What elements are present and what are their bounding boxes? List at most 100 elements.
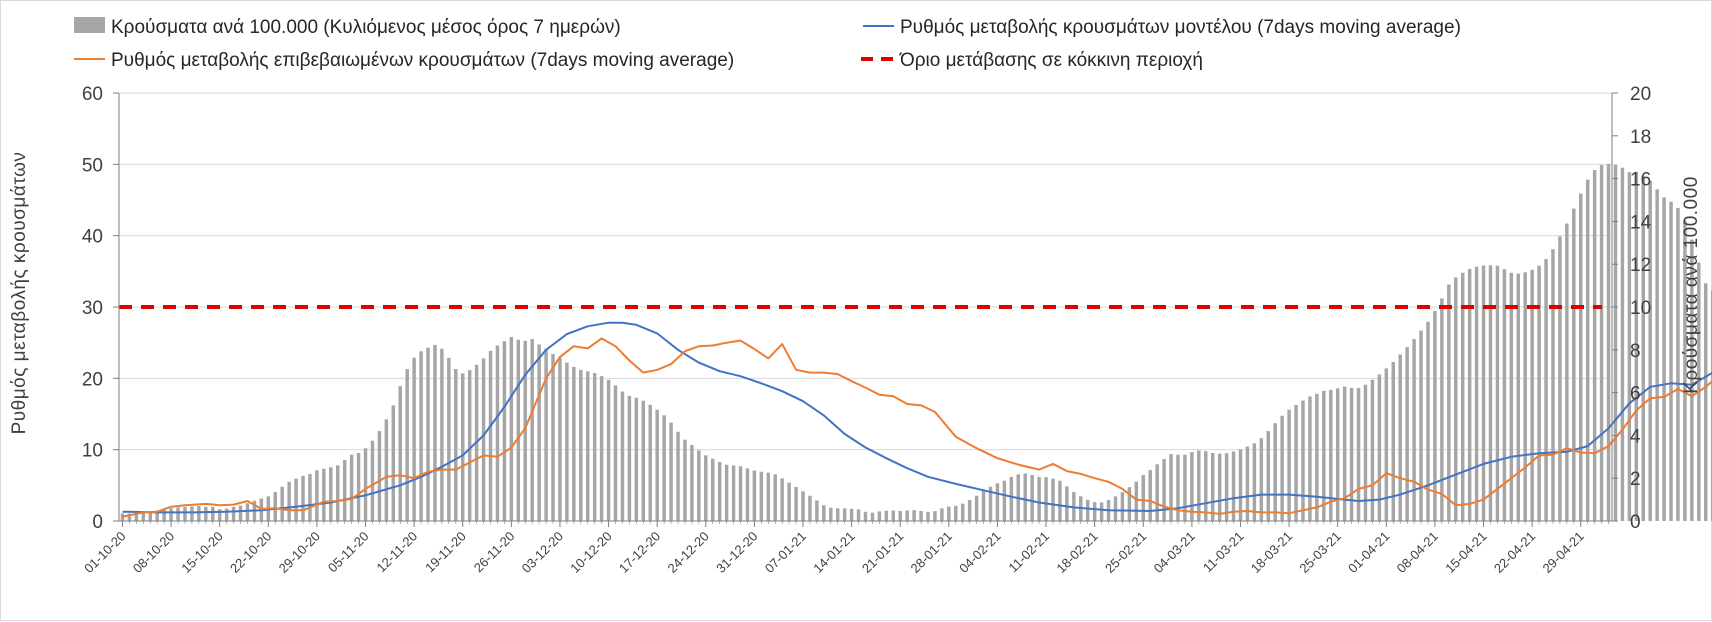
bar xyxy=(1197,450,1200,521)
y-left-tick-label: 0 xyxy=(92,512,103,533)
bar xyxy=(357,453,360,521)
bar xyxy=(892,511,895,521)
x-tick-label: 01-04-21 xyxy=(1345,529,1392,576)
y-left-axis-title: Ρυθμός μεταβολής κρουσμάτων xyxy=(9,152,30,435)
bar xyxy=(1322,391,1325,521)
bar xyxy=(454,369,457,521)
y-right-tick-label: 4 xyxy=(1630,426,1641,447)
bar xyxy=(1523,272,1526,521)
bar xyxy=(635,398,638,521)
bar xyxy=(878,511,881,521)
bar xyxy=(690,445,693,521)
confirmed-rate-line xyxy=(123,132,1712,517)
x-tick-label: 25-03-21 xyxy=(1296,529,1343,576)
bar xyxy=(1461,273,1464,521)
bar xyxy=(1544,259,1547,521)
bar xyxy=(739,466,742,521)
x-tick-label: 25-02-21 xyxy=(1102,529,1149,576)
bar xyxy=(517,340,520,521)
bar xyxy=(1135,482,1138,521)
bar xyxy=(1218,454,1221,521)
bar xyxy=(294,479,297,521)
gridlines xyxy=(119,93,1612,450)
bar xyxy=(510,337,513,521)
bar xyxy=(169,508,172,521)
bar xyxy=(204,507,207,521)
bar xyxy=(648,405,651,521)
x-tick-label: 22-10-20 xyxy=(227,529,274,576)
legend: Κρούσματα ανά 100.000 (Κυλιόμενος μέσος … xyxy=(74,17,1461,71)
bar xyxy=(857,509,860,521)
bar xyxy=(1475,267,1478,521)
bar xyxy=(447,358,450,521)
bar xyxy=(190,506,193,521)
bar xyxy=(1572,209,1575,521)
bar xyxy=(753,470,756,521)
bar xyxy=(871,513,874,521)
bar xyxy=(322,469,325,521)
bar xyxy=(1412,339,1415,521)
bar xyxy=(968,500,971,521)
bar xyxy=(1010,477,1013,521)
bar xyxy=(1114,496,1117,521)
y-right-tick-label: 2 xyxy=(1630,469,1641,490)
x-tick-label: 01-10-20 xyxy=(81,529,128,576)
x-tick-label: 22-04-21 xyxy=(1491,529,1538,576)
bar xyxy=(794,487,797,521)
bar xyxy=(1537,266,1540,521)
bar xyxy=(975,496,978,521)
bar xyxy=(621,392,624,521)
bar xyxy=(558,358,561,521)
bar xyxy=(1155,464,1158,521)
bar xyxy=(1030,475,1033,521)
bar xyxy=(1496,266,1499,521)
bar xyxy=(1308,396,1311,521)
bar xyxy=(808,496,811,521)
bar xyxy=(662,415,665,521)
bar xyxy=(1287,410,1290,521)
y-right-tick-label: 12 xyxy=(1630,255,1651,276)
bar xyxy=(676,432,679,521)
bar xyxy=(1260,438,1263,521)
bar xyxy=(378,431,381,521)
bar xyxy=(211,507,214,521)
bar xyxy=(1440,298,1443,521)
bar xyxy=(1419,331,1422,521)
bar xyxy=(308,474,311,521)
bar xyxy=(850,509,853,521)
bar xyxy=(912,510,915,521)
x-tick-label: 08-10-20 xyxy=(130,529,177,576)
bar xyxy=(996,483,999,521)
bar xyxy=(718,462,721,521)
bar xyxy=(801,491,804,521)
y-left-tick-label: 20 xyxy=(82,369,103,390)
bar xyxy=(787,483,790,521)
bar xyxy=(1211,453,1214,521)
bar xyxy=(1398,355,1401,521)
bar xyxy=(280,487,283,521)
x-tick-label: 15-10-20 xyxy=(178,529,225,576)
bar xyxy=(1426,322,1429,521)
bar xyxy=(746,468,749,521)
bar xyxy=(197,506,200,521)
bar xyxy=(760,472,763,521)
x-tick-label: 08-04-21 xyxy=(1394,529,1441,576)
x-tick-label: 04-03-21 xyxy=(1151,529,1198,576)
y-right-tick-label: 20 xyxy=(1630,84,1651,105)
bar xyxy=(232,507,235,521)
bar xyxy=(412,358,415,521)
bar xyxy=(1704,283,1707,521)
y-left-tick-label: 10 xyxy=(82,441,103,462)
x-tick-label: 26-11-20 xyxy=(471,529,518,576)
model-rate-line xyxy=(123,133,1712,513)
bar xyxy=(1023,473,1026,521)
bar xyxy=(1593,170,1596,521)
bar xyxy=(440,349,443,521)
bar xyxy=(274,492,277,521)
y-right-tick-label: 18 xyxy=(1630,127,1651,148)
x-tick-label: 28-01-21 xyxy=(908,529,955,576)
bar xyxy=(162,509,165,521)
y-right-tick-label: 10 xyxy=(1630,298,1651,319)
x-tick-label: 29-04-21 xyxy=(1539,529,1586,576)
legend-label-model: Ρυθμός μεταβολής κρουσμάτων μοντέλου (7d… xyxy=(900,17,1461,38)
